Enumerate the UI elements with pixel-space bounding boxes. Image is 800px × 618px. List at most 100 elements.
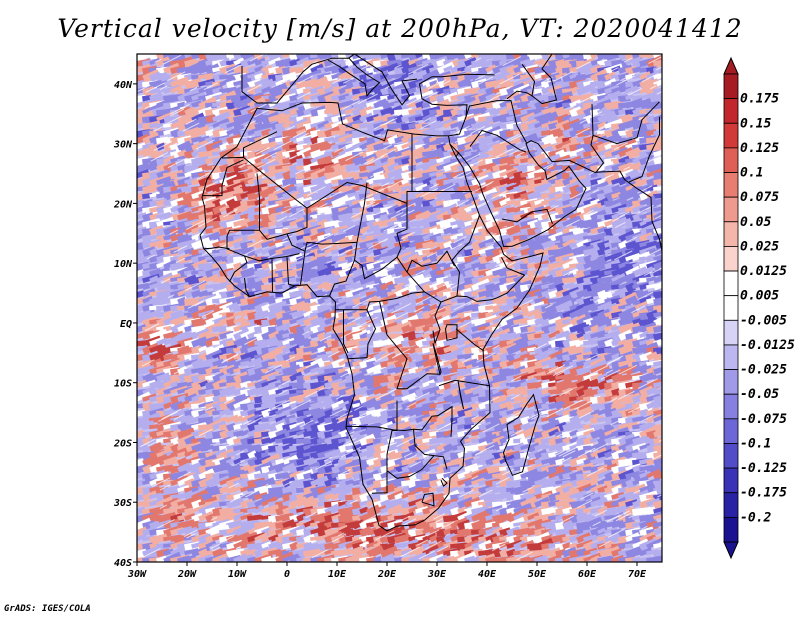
field-cell	[149, 92, 164, 103]
field-cell	[653, 59, 662, 68]
field-cell	[415, 84, 428, 94]
field-cell	[394, 93, 408, 102]
field-cell	[219, 74, 228, 80]
field-cell	[338, 84, 352, 95]
field-cell	[583, 85, 596, 94]
field-cell	[380, 95, 390, 101]
field-cell	[590, 382, 599, 388]
field-cell	[310, 85, 324, 95]
field-cell	[408, 87, 417, 94]
field-cell	[625, 56, 642, 65]
field-cell	[254, 65, 264, 73]
field-cell	[352, 106, 366, 117]
field-cell	[303, 78, 317, 87]
field-cell	[247, 57, 259, 66]
field-cell	[597, 107, 608, 116]
field-cell	[562, 54, 581, 59]
field-cell	[401, 107, 413, 116]
field-cell	[373, 98, 388, 109]
field-cell	[450, 99, 463, 108]
field-cell	[303, 354, 312, 361]
field-cell	[527, 59, 537, 67]
field-cell	[289, 107, 299, 116]
field-cell	[303, 107, 315, 116]
field-cell	[345, 54, 363, 60]
field-cell	[233, 54, 253, 60]
field-cell	[506, 105, 520, 117]
field-cell	[478, 93, 489, 103]
field-cell	[394, 72, 407, 79]
field-cell	[387, 76, 405, 87]
field-cell	[576, 79, 590, 89]
field-cell	[450, 107, 462, 117]
field-cell	[163, 105, 181, 115]
field-cell	[548, 113, 560, 125]
field-cell	[156, 56, 171, 67]
field-cell	[464, 57, 478, 67]
field-cell	[471, 54, 480, 59]
field-cell	[324, 92, 337, 103]
field-cell	[191, 78, 202, 87]
field-cell	[555, 108, 565, 117]
field-cell	[541, 72, 552, 80]
chart-title: Vertical velocity [m/s] at 200hPa, VT: 2…	[57, 14, 743, 43]
field-cell	[198, 86, 209, 95]
velocity-field	[137, 54, 662, 562]
field-cell	[527, 79, 539, 87]
field-cell	[226, 54, 238, 60]
field-cell	[534, 71, 547, 80]
field-cell	[569, 72, 579, 80]
field-cell	[604, 77, 617, 87]
field-cell	[478, 58, 489, 69]
field-cell	[331, 66, 342, 74]
field-cell	[331, 72, 343, 80]
field-cell	[646, 54, 662, 60]
field-cell	[639, 83, 658, 94]
field-cell	[366, 79, 377, 88]
field-cell	[604, 71, 617, 81]
field-cell	[380, 62, 399, 73]
field-cell	[485, 54, 498, 60]
field-cell	[485, 92, 497, 102]
field-cell	[137, 106, 150, 117]
field-cell	[485, 59, 495, 67]
field-cell	[548, 65, 558, 75]
field-cell	[653, 93, 662, 101]
field-cell	[625, 85, 639, 94]
field-cell	[506, 91, 521, 101]
field-cell	[352, 91, 368, 101]
field-cell	[149, 71, 162, 82]
field-cell	[415, 89, 434, 100]
field-cell	[534, 59, 546, 66]
field-cell	[604, 57, 618, 68]
field-cell	[597, 94, 609, 101]
field-cell	[137, 403, 144, 409]
field-cell	[254, 77, 269, 87]
field-cell	[191, 100, 203, 109]
field-cell	[296, 86, 307, 95]
field-cell	[569, 106, 584, 119]
field-cell	[212, 72, 226, 82]
field-cell	[296, 56, 310, 66]
field-cell	[261, 431, 270, 438]
field-cell	[653, 101, 662, 110]
field-cell	[471, 87, 481, 95]
field-cell	[296, 92, 310, 103]
field-cell	[618, 86, 632, 93]
field-cell	[219, 75, 236, 87]
field-cell	[604, 90, 622, 101]
field-cell	[268, 57, 281, 66]
field-cell	[408, 65, 423, 72]
field-cell	[394, 114, 405, 125]
field-cell	[366, 100, 379, 108]
field-cell	[639, 77, 654, 91]
field-cell	[198, 424, 207, 431]
field-cell	[205, 80, 214, 86]
field-cell	[457, 54, 472, 62]
field-cell	[457, 66, 467, 73]
field-cell	[338, 93, 350, 101]
field-cell	[296, 107, 307, 117]
field-cell	[184, 106, 197, 117]
field-cell	[506, 82, 526, 95]
